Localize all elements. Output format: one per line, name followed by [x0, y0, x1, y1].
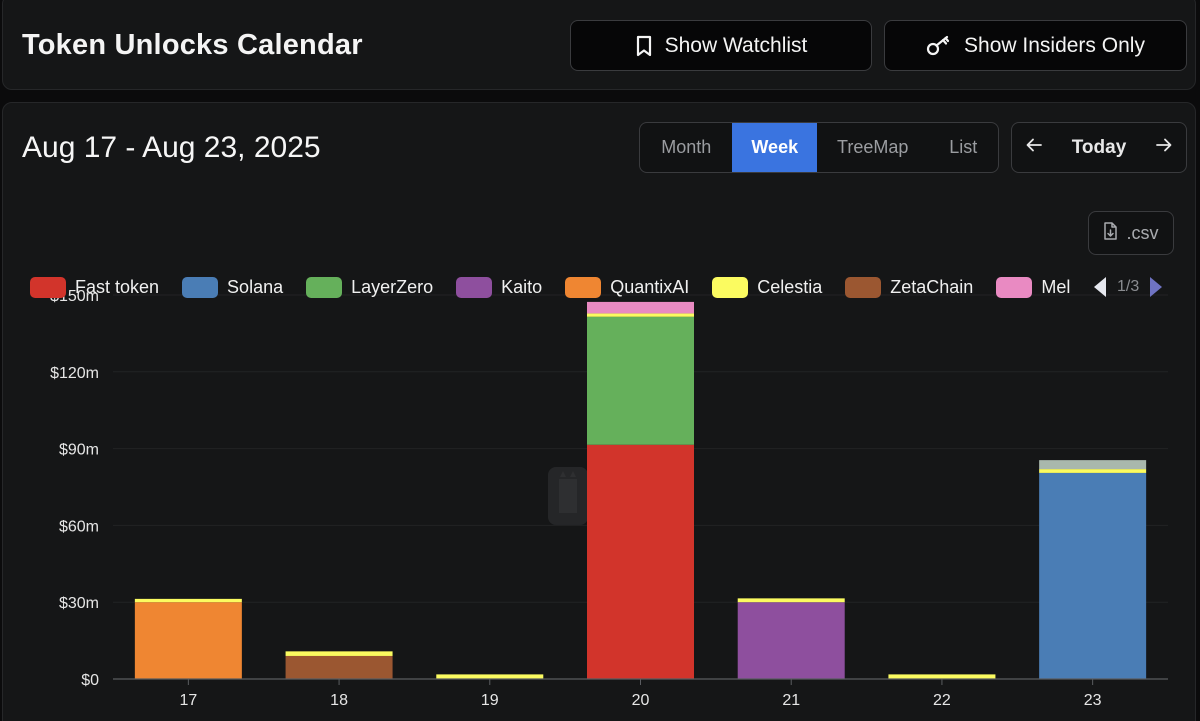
view-switcher: Month Week TreeMap List	[639, 122, 999, 173]
y-tick-label: $60m	[59, 518, 99, 535]
legend-item[interactable]: ZetaChain	[845, 276, 974, 298]
date-range-title: Aug 17 - Aug 23, 2025	[22, 131, 321, 164]
bar-segment[interactable]: LayerZero: 50	[587, 316, 694, 445]
tab-treemap[interactable]: TreeMap	[837, 137, 909, 157]
next-week-button[interactable]	[1142, 123, 1186, 172]
bar-segment[interactable]: ZetaChain: 9	[285, 655, 393, 679]
legend-pager: 1/3	[1093, 275, 1163, 299]
legend-page-indicator: 1/3	[1117, 278, 1140, 295]
legend-swatch	[712, 276, 749, 298]
legend-item[interactable]: Celestia	[712, 276, 823, 298]
x-tick-label: 19	[481, 692, 499, 709]
show-insiders-button[interactable]: Show Insiders Only	[884, 20, 1187, 71]
legend-swatch	[996, 276, 1033, 298]
legend-swatch	[306, 276, 343, 298]
x-tick-label: 21	[782, 692, 800, 709]
legend-item[interactable]: Solana	[182, 276, 284, 298]
legend-swatch	[845, 276, 882, 298]
legend-item[interactable]: QuantixAI	[565, 276, 690, 298]
legend-label: Mel	[1041, 276, 1071, 297]
bar-segment[interactable]: QuantixAI: 30	[134, 602, 242, 679]
bar-segment[interactable]: Fast token: 91.5	[587, 444, 694, 679]
legend-label: ZetaChain	[890, 276, 974, 297]
bar-segment[interactable]: Solana: 80.5	[1039, 472, 1147, 679]
y-tick-label: $0	[81, 672, 99, 689]
bar-segment[interactable]: Mel: 4.5	[587, 301, 694, 314]
bar-segment[interactable]: Celestia: 1.8	[285, 651, 393, 656]
bar-segment[interactable]: Celestia: 1.5	[737, 598, 845, 603]
legend-label: Celestia	[757, 276, 823, 297]
y-tick-label: $90m	[59, 442, 99, 459]
legend-next-icon[interactable]	[1149, 276, 1163, 298]
legend-swatch	[182, 276, 219, 298]
date-navigator: Today	[1011, 122, 1187, 173]
chart-legend: Fast token Solana LayerZero Kaito QuantixAI C…	[30, 275, 1093, 299]
x-tick-label: 18	[330, 692, 348, 709]
y-tick-label: $30m	[59, 595, 99, 612]
bar-segment[interactable]: Celestia: 1.5	[1039, 469, 1147, 473]
bar-segment[interactable]: Celestia: 1.3	[587, 313, 694, 317]
x-tick-label: 17	[179, 692, 197, 709]
arrow-left-icon	[1026, 138, 1042, 157]
arrow-right-icon	[1156, 138, 1172, 157]
file-download-icon	[1103, 221, 1118, 245]
show-watchlist-button[interactable]: Show Watchlist	[570, 20, 872, 71]
legend-swatch	[456, 276, 493, 298]
legend-swatch	[30, 276, 66, 298]
legend-label: Fast token	[75, 276, 160, 297]
previous-week-button[interactable]	[1012, 123, 1056, 172]
legend-label: Kaito	[501, 276, 543, 297]
tab-month[interactable]: Month	[661, 137, 712, 157]
x-tick-label: 20	[632, 692, 650, 709]
legend-item[interactable]: Mel	[996, 276, 1071, 298]
bookmark-icon	[635, 35, 653, 57]
llama-logo-icon	[548, 467, 588, 525]
bar-segment[interactable]: Celestia: 1.3	[134, 598, 242, 603]
tab-list[interactable]: List	[949, 137, 978, 157]
legend-label: LayerZero	[351, 276, 434, 297]
legend-label: QuantixAI	[610, 276, 690, 297]
bar-segment[interactable]: Celestia: 1.8	[888, 674, 996, 679]
key-icon	[926, 35, 952, 57]
show-insiders-label: Show Insiders Only	[964, 33, 1145, 57]
bar-segment[interactable]: Celestia: 1.8	[436, 674, 544, 679]
bar-segment[interactable]: Kaito: 30	[737, 602, 845, 679]
legend-item[interactable]: Fast token	[30, 276, 160, 298]
legend-item[interactable]: Kaito	[456, 276, 543, 298]
today-button[interactable]: Today	[1071, 136, 1127, 158]
download-csv-button[interactable]: .csv	[1088, 211, 1174, 255]
y-tick-label: $120m	[50, 365, 99, 382]
csv-label: .csv	[1126, 222, 1159, 243]
tab-week[interactable]: Week	[732, 123, 818, 172]
legend-prev-icon[interactable]	[1093, 276, 1107, 298]
x-tick-label: 23	[1084, 692, 1102, 709]
legend-item[interactable]: LayerZero	[306, 276, 434, 298]
legend-label: Solana	[227, 276, 284, 297]
legend-swatch	[565, 276, 602, 298]
show-watchlist-label: Show Watchlist	[664, 33, 808, 57]
x-tick-label: 22	[933, 692, 951, 709]
bar-segment[interactable]: Other: 3.5	[1039, 460, 1147, 470]
page-title: Token Unlocks Calendar	[22, 29, 363, 61]
